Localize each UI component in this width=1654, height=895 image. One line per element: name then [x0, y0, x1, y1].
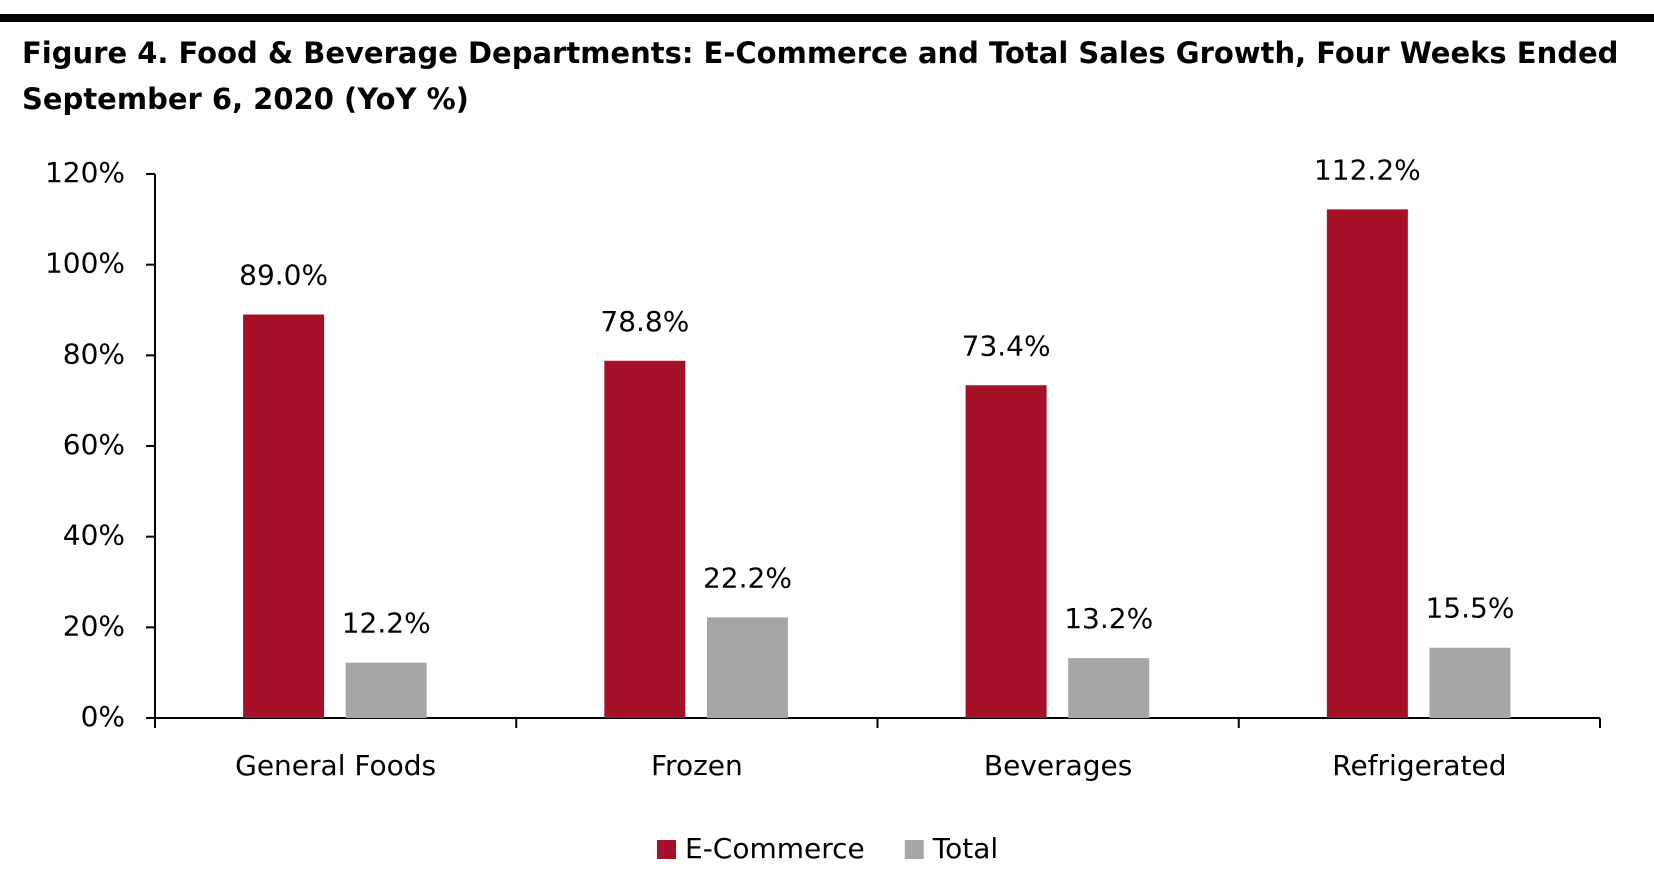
- chart-title: Figure 4. Food & Beverage Departments: E…: [22, 36, 1619, 116]
- y-tick-label: 100%: [45, 247, 125, 280]
- bar: [1326, 209, 1408, 719]
- legend-label: E-Commerce: [685, 832, 865, 865]
- legend-label: Total: [932, 832, 998, 865]
- bar: [1429, 647, 1511, 718]
- value-label: 12.2%: [342, 607, 431, 640]
- x-tick-label: General Foods: [235, 749, 436, 782]
- y-tick-label: 0%: [81, 700, 125, 733]
- y-tick-label: 60%: [63, 428, 125, 461]
- y-tick-label: 20%: [63, 609, 125, 642]
- y-tick-label: 40%: [63, 519, 125, 552]
- value-label: 13.2%: [1064, 602, 1153, 635]
- value-label: 73.4%: [962, 329, 1051, 362]
- value-label: 89.0%: [239, 259, 328, 292]
- value-label: 78.8%: [600, 305, 689, 338]
- bar: [965, 385, 1047, 718]
- legend-swatch: [904, 840, 924, 859]
- x-tick-label: Frozen: [651, 749, 743, 782]
- y-tick-label: 120%: [45, 156, 125, 189]
- bar: [706, 617, 788, 718]
- bar: [1068, 658, 1150, 718]
- legend-swatch: [657, 840, 676, 859]
- bar: [604, 360, 686, 718]
- x-tick-label: Beverages: [984, 749, 1133, 782]
- value-label: 112.2%: [1314, 153, 1421, 186]
- value-label: 15.5%: [1425, 592, 1514, 625]
- top-rule: [0, 14, 1654, 22]
- value-label: 22.2%: [703, 561, 792, 594]
- x-tick-label: Refrigerated: [1332, 749, 1506, 782]
- bar: [345, 662, 427, 718]
- y-tick-label: 80%: [63, 337, 125, 370]
- bar: [243, 314, 325, 718]
